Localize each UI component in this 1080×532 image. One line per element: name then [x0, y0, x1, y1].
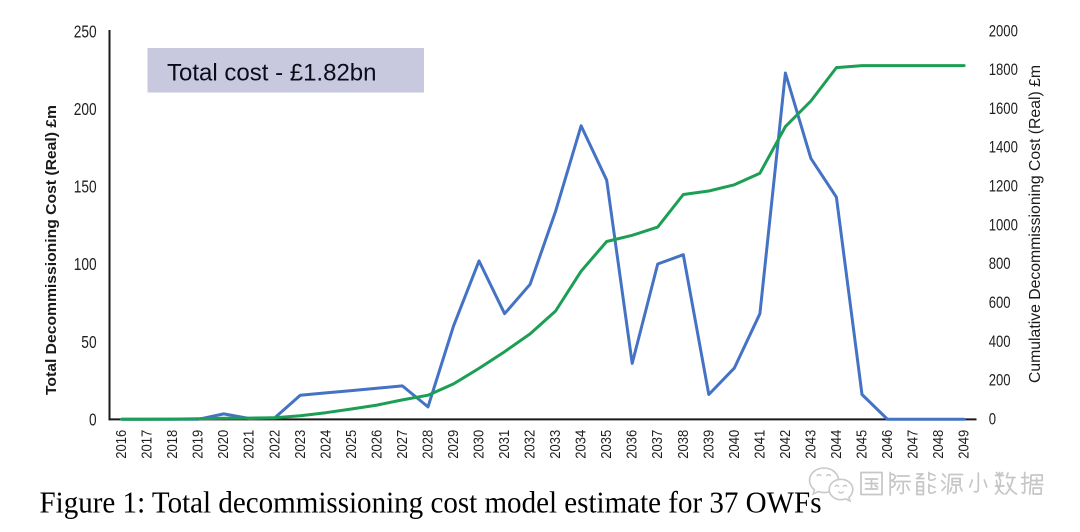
svg-text:200: 200 [74, 99, 97, 119]
svg-text:2031: 2031 [496, 430, 513, 459]
svg-text:2039: 2039 [700, 430, 717, 459]
svg-text:0: 0 [89, 410, 97, 430]
svg-text:2021: 2021 [241, 430, 258, 459]
svg-text:250: 250 [74, 21, 97, 41]
svg-text:2026: 2026 [368, 430, 385, 459]
svg-text:2016: 2016 [113, 430, 130, 459]
svg-text:1600: 1600 [989, 100, 1018, 118]
svg-text:1000: 1000 [989, 216, 1018, 234]
svg-text:2035: 2035 [598, 430, 615, 459]
svg-text:0: 0 [989, 411, 996, 429]
svg-text:2028: 2028 [420, 430, 437, 459]
svg-text:50: 50 [81, 332, 97, 352]
svg-text:150: 150 [74, 177, 97, 197]
svg-text:2048: 2048 [930, 430, 947, 459]
svg-text:2045: 2045 [854, 430, 871, 459]
svg-text:2030: 2030 [471, 430, 488, 459]
svg-text:2032: 2032 [522, 430, 539, 459]
svg-text:2036: 2036 [624, 430, 641, 459]
svg-text:2041: 2041 [751, 430, 768, 459]
svg-text:600: 600 [989, 294, 1011, 312]
svg-text:2029: 2029 [445, 430, 462, 459]
svg-text:2018: 2018 [164, 430, 181, 459]
svg-text:Total cost - £1.82bn: Total cost - £1.82bn [167, 61, 377, 87]
svg-text:2025: 2025 [343, 430, 360, 459]
svg-text:2046: 2046 [879, 430, 896, 459]
svg-text:2027: 2027 [394, 430, 411, 459]
svg-text:2017: 2017 [139, 430, 156, 459]
svg-text:2022: 2022 [266, 430, 283, 459]
svg-text:2040: 2040 [726, 430, 743, 459]
svg-text:400: 400 [989, 333, 1011, 351]
svg-text:100: 100 [74, 254, 97, 274]
svg-text:800: 800 [989, 255, 1011, 273]
svg-text:2044: 2044 [828, 430, 845, 459]
svg-text:1400: 1400 [989, 139, 1018, 157]
svg-text:2019: 2019 [190, 430, 207, 459]
svg-text:Total Decommissioning Cost (Re: Total Decommissioning Cost (Real) £m [43, 105, 60, 395]
svg-text:2049: 2049 [956, 430, 973, 459]
svg-text:2043: 2043 [802, 430, 819, 459]
svg-text:1200: 1200 [989, 178, 1018, 196]
svg-text:2038: 2038 [675, 430, 692, 459]
svg-text:2037: 2037 [649, 430, 666, 459]
svg-text:2000: 2000 [989, 22, 1018, 40]
svg-text:Figure 1: Total decommissionin: Figure 1: Total decommissioning cost mod… [40, 486, 822, 520]
svg-text:2034: 2034 [573, 430, 590, 459]
svg-text:Cumulative Decommissioning Cos: Cumulative Decommissioning Cost (Real) £… [1027, 65, 1044, 383]
svg-text:2020: 2020 [215, 430, 232, 459]
svg-text:2042: 2042 [777, 430, 794, 459]
svg-text:2047: 2047 [905, 430, 922, 459]
svg-text:2024: 2024 [317, 430, 334, 459]
svg-text:200: 200 [989, 372, 1011, 390]
svg-text:2033: 2033 [547, 430, 564, 459]
svg-text:2023: 2023 [292, 430, 309, 459]
svg-text:1800: 1800 [989, 61, 1018, 79]
